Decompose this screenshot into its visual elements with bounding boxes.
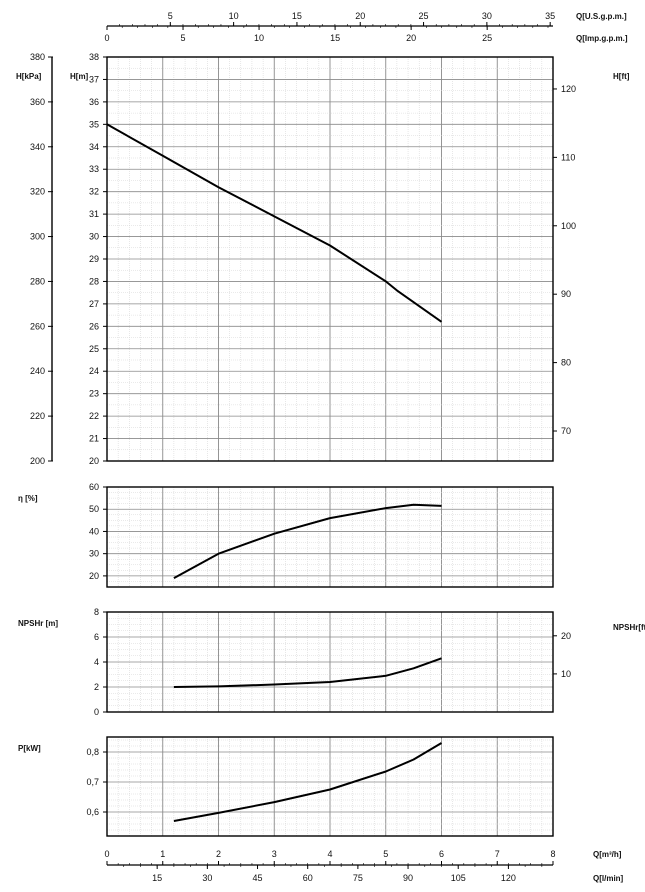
impgpm-tick-label: 15 bbox=[330, 33, 340, 43]
y-tick-label: 27 bbox=[89, 299, 99, 309]
y-tick-label: 2 bbox=[94, 682, 99, 692]
impgpm-tick-label: 25 bbox=[482, 33, 492, 43]
ft-tick-label: 100 bbox=[561, 221, 576, 231]
y-tick-label: 30 bbox=[89, 232, 99, 242]
usgpm-tick-label: 20 bbox=[355, 11, 365, 21]
ft-tick-label: 80 bbox=[561, 358, 571, 368]
usgpm-tick-label: 10 bbox=[229, 11, 239, 21]
y-tick-label: 24 bbox=[89, 366, 99, 376]
npsh-ft-axis-label: NPSHr[ft] bbox=[613, 623, 645, 632]
kpa-tick-label: 340 bbox=[30, 142, 45, 152]
usgpm-tick-label: 15 bbox=[292, 11, 302, 21]
y-tick-label: 22 bbox=[89, 411, 99, 421]
usgpm-tick-label: 30 bbox=[482, 11, 492, 21]
ft-tick-label: 120 bbox=[561, 84, 576, 94]
kpa-tick-label: 300 bbox=[30, 232, 45, 242]
y-tick-label: 8 bbox=[94, 607, 99, 617]
y-tick-label: 6 bbox=[94, 632, 99, 642]
y-tick-label: 0 bbox=[94, 707, 99, 717]
y-tick-label: 23 bbox=[89, 389, 99, 399]
m3h-tick-label: 7 bbox=[495, 849, 500, 859]
ft-tick-label: 70 bbox=[561, 426, 571, 436]
kpa-tick-label: 380 bbox=[30, 52, 45, 62]
m3h-tick-label: 8 bbox=[550, 849, 555, 859]
kpa-axis-label: H[kPa] bbox=[16, 72, 42, 81]
lmin-tick-label: 60 bbox=[303, 873, 313, 883]
kpa-tick-label: 240 bbox=[30, 366, 45, 376]
kpa-tick-label: 200 bbox=[30, 456, 45, 466]
kpa-tick-label: 220 bbox=[30, 411, 45, 421]
npsh-ft-tick-label: 20 bbox=[561, 631, 571, 641]
m3h-tick-label: 6 bbox=[439, 849, 444, 859]
lmin-tick-label: 45 bbox=[253, 873, 263, 883]
m3h-tick-label: 2 bbox=[216, 849, 221, 859]
y-tick-label: 0,6 bbox=[86, 807, 99, 817]
kpa-tick-label: 260 bbox=[30, 321, 45, 331]
y-axis-label: NPSHr [m] bbox=[18, 619, 58, 628]
curve-line bbox=[173, 503, 442, 579]
kpa-tick-label: 280 bbox=[30, 276, 45, 286]
m3h-tick-label: 1 bbox=[160, 849, 165, 859]
y-tick-label: 50 bbox=[89, 504, 99, 514]
ft-tick-label: 110 bbox=[561, 152, 575, 162]
lmin-tick-label: 30 bbox=[202, 873, 212, 883]
impgpm-tick-label: 0 bbox=[104, 33, 109, 43]
y-tick-label: 30 bbox=[89, 549, 99, 559]
y-tick-label: 32 bbox=[89, 187, 99, 197]
impgpm-tick-label: 5 bbox=[181, 33, 186, 43]
m3h-tick-label: 3 bbox=[272, 849, 277, 859]
lmin-tick-label: 75 bbox=[353, 873, 363, 883]
y-tick-label: 21 bbox=[89, 434, 99, 444]
usgpm-tick-label: 25 bbox=[419, 11, 429, 21]
y-tick-label: 20 bbox=[89, 571, 99, 581]
ft-axis-label: H[ft] bbox=[613, 72, 630, 81]
y-tick-label: 35 bbox=[89, 119, 99, 129]
usgpm-axis-label: Q[U.S.g.p.m.] bbox=[576, 12, 627, 21]
panel-frame bbox=[106, 736, 554, 837]
y-tick-label: 34 bbox=[89, 142, 99, 152]
curve-line bbox=[173, 657, 442, 688]
m3h-tick-label: 4 bbox=[327, 849, 332, 859]
y-axis-label: P[kW] bbox=[18, 744, 41, 753]
panel-frame bbox=[106, 486, 554, 588]
y-tick-label: 4 bbox=[94, 657, 99, 667]
y-tick-label: 33 bbox=[89, 164, 99, 174]
impgpm-axis-label: Q[Imp.g.p.m.] bbox=[576, 34, 628, 43]
y-tick-label: 31 bbox=[89, 209, 99, 219]
lmin-tick-label: 105 bbox=[451, 873, 466, 883]
impgpm-tick-label: 10 bbox=[254, 33, 264, 43]
y-axis-label: η [%] bbox=[18, 494, 38, 503]
y-tick-label: 25 bbox=[89, 344, 99, 354]
curve-line bbox=[173, 742, 443, 822]
usgpm-tick-label: 5 bbox=[168, 11, 173, 21]
impgpm-tick-label: 20 bbox=[406, 33, 416, 43]
m3h-tick-label: 5 bbox=[383, 849, 388, 859]
y-tick-label: 28 bbox=[89, 276, 99, 286]
ft-tick-label: 90 bbox=[561, 289, 571, 299]
y-tick-label: 26 bbox=[89, 321, 99, 331]
y-tick-label: 0,7 bbox=[86, 777, 99, 787]
lmin-axis-label: Q[l/min] bbox=[593, 874, 624, 883]
y-tick-label: 36 bbox=[89, 97, 99, 107]
y-tick-label: 29 bbox=[89, 254, 99, 264]
y-axis-label: H[m] bbox=[70, 72, 89, 81]
y-tick-label: 60 bbox=[89, 482, 99, 492]
y-tick-label: 20 bbox=[89, 456, 99, 466]
npsh-ft-tick-label: 10 bbox=[561, 669, 571, 679]
m3h-axis-label: Q[m³/h] bbox=[593, 850, 622, 859]
lmin-tick-label: 120 bbox=[501, 873, 516, 883]
y-tick-label: 38 bbox=[89, 52, 99, 62]
y-tick-label: 40 bbox=[89, 526, 99, 536]
y-tick-label: 0,8 bbox=[86, 747, 99, 757]
m3h-tick-label: 0 bbox=[104, 849, 109, 859]
lmin-tick-label: 15 bbox=[152, 873, 162, 883]
y-tick-label: 37 bbox=[89, 74, 99, 84]
kpa-tick-label: 320 bbox=[30, 187, 45, 197]
lmin-tick-label: 90 bbox=[403, 873, 413, 883]
kpa-tick-label: 360 bbox=[30, 97, 45, 107]
usgpm-tick-label: 35 bbox=[545, 11, 555, 21]
curve-line bbox=[106, 123, 443, 323]
